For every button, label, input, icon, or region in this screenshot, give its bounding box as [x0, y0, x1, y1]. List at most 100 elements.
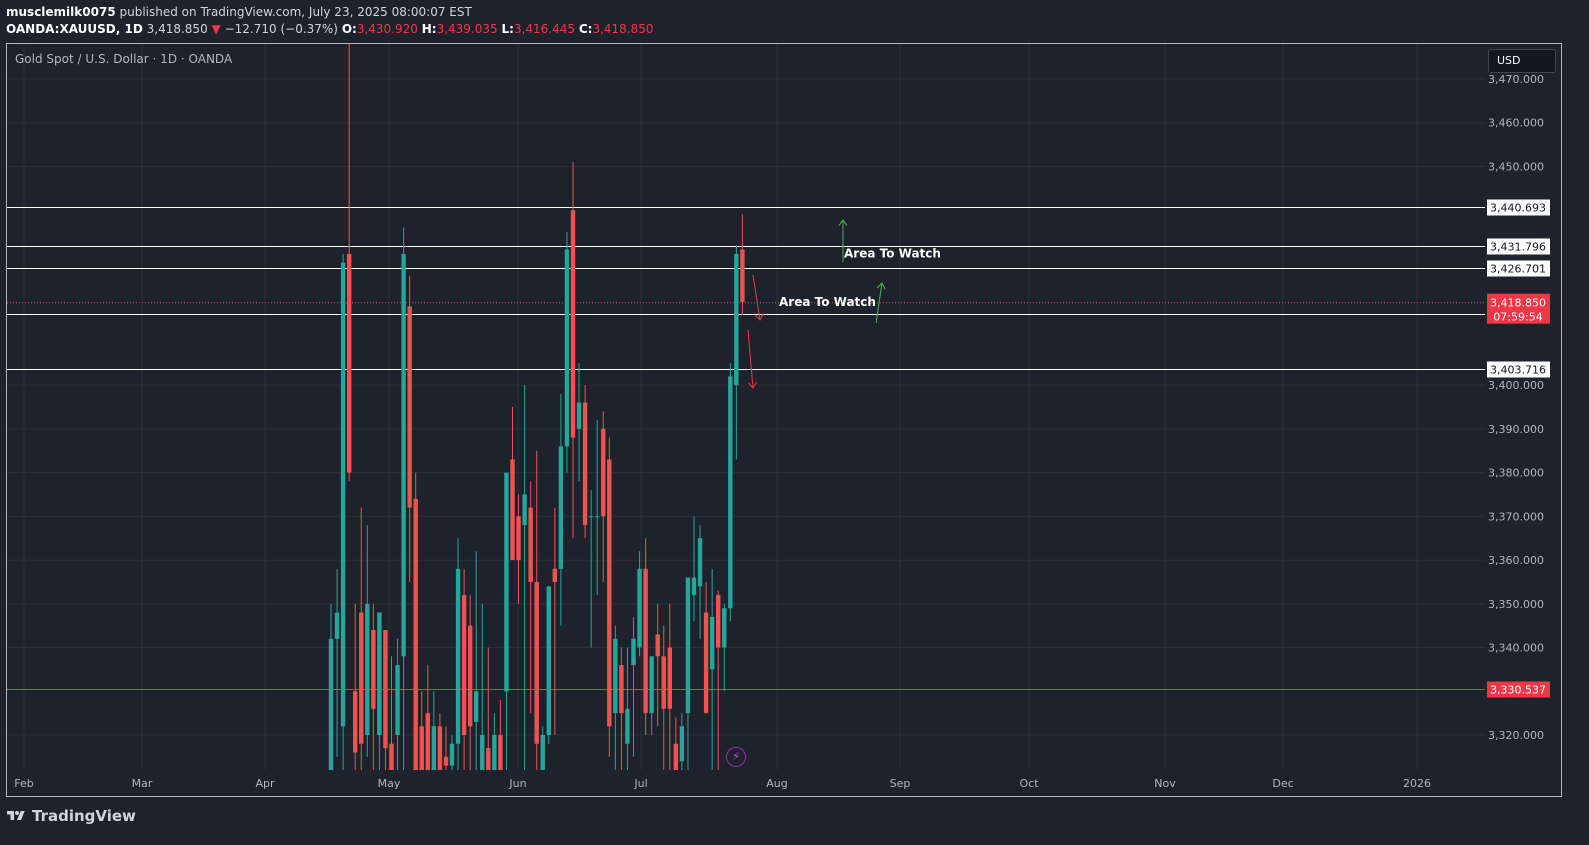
candle [625, 647, 630, 770]
footer-brand: TradingView [32, 807, 136, 825]
candle [588, 490, 594, 648]
publish-line: musclemilk0075 published on TradingView.… [6, 4, 654, 21]
candle [722, 603, 727, 692]
candle [395, 638, 400, 770]
candle [667, 603, 672, 770]
candle [655, 603, 660, 727]
high-value: 3,439.035 [436, 22, 498, 36]
candle-body [552, 568, 558, 582]
candle-body [625, 708, 630, 744]
candle-body [461, 595, 467, 736]
candle [534, 450, 539, 770]
currency-selector[interactable]: USD [1488, 49, 1556, 73]
candle-body [661, 656, 666, 709]
annotation-label: Area To Watch [779, 295, 876, 309]
candle [685, 577, 691, 770]
lightning-icon[interactable]: ⚡ [726, 747, 746, 767]
candle [353, 603, 358, 770]
candle [601, 411, 606, 582]
chart-title: Gold Spot / U.S. Dollar · 1D · OANDA [15, 52, 233, 66]
drawings: Area To Watch Area To Watch [747, 219, 941, 389]
candle-body [667, 647, 672, 709]
level-tag [1487, 260, 1550, 277]
candle [516, 494, 521, 604]
change-arrow-icon: ▼ [211, 22, 221, 36]
candle-body [558, 446, 564, 569]
candle-body [637, 568, 642, 648]
candle-body [474, 691, 479, 722]
close-label: C: [578, 22, 593, 36]
candle-body [722, 608, 727, 648]
candle [371, 603, 376, 770]
candle-body [588, 516, 594, 518]
candle-body [437, 726, 443, 770]
candle [595, 420, 600, 596]
candle-body [413, 498, 418, 770]
x-tick-label: May [378, 777, 401, 790]
candle [467, 595, 473, 770]
candle [504, 472, 509, 770]
arrow-head [754, 313, 764, 321]
candle-body [576, 402, 582, 429]
candle [576, 363, 582, 482]
candle [643, 538, 648, 736]
support-tag [1487, 681, 1550, 698]
candle [697, 525, 703, 639]
candle-body [510, 459, 515, 561]
candle [359, 507, 364, 770]
last-price: 3,418.850 [146, 22, 208, 36]
chart-header: musclemilk0075 published on TradingView.… [6, 4, 654, 38]
arrow-icon [747, 329, 758, 389]
candle-body [546, 586, 551, 736]
x-tick-label: Jun [508, 777, 526, 790]
candle-body [582, 402, 588, 526]
y-tick-label: 3,380.000 [1488, 467, 1544, 480]
arrow-shaft [875, 282, 883, 324]
y-tick-label: 3,450.000 [1488, 160, 1544, 173]
candle [631, 616, 636, 757]
candle [619, 647, 624, 770]
candle [607, 437, 612, 757]
y-tick-label: 3,470.000 [1488, 73, 1544, 86]
x-tick-label: Oct [1019, 777, 1039, 790]
candle [540, 726, 545, 770]
candle [637, 551, 642, 657]
level-tag-label: 3,440.693 [1490, 202, 1546, 215]
close-value: 3,418.850 [592, 22, 654, 36]
candle-body [328, 638, 334, 770]
candle [613, 625, 618, 770]
candle [480, 603, 485, 770]
candle [431, 691, 437, 770]
candle [522, 385, 527, 770]
candle-body [728, 376, 733, 609]
candle [691, 516, 697, 622]
author-name[interactable]: musclemilk0075 [6, 5, 116, 19]
candle-body [595, 516, 600, 518]
candle-body [425, 713, 430, 770]
candle-body [516, 516, 521, 561]
candle-body [455, 568, 461, 744]
x-tick-label: Sep [890, 777, 911, 790]
candle-body [528, 507, 533, 582]
candle-body [601, 428, 606, 517]
candle-body [365, 603, 370, 736]
candle-body [449, 743, 455, 766]
x-tick-label: Aug [766, 777, 787, 790]
price-axis: 3,470.000 3,460.000 3,450.000 3,400.000 3,39… [1487, 73, 1550, 742]
candle-body [740, 249, 745, 303]
tradingview-logo-icon [7, 811, 25, 820]
candle-body [522, 494, 527, 526]
y-tick-label: 3,390.000 [1488, 423, 1544, 436]
y-tick-label: 3,370.000 [1488, 510, 1544, 523]
candle-body [492, 735, 497, 770]
grid-lines [7, 44, 1485, 770]
candle [673, 717, 679, 770]
candle-body [570, 210, 576, 438]
candles [328, 44, 745, 770]
candle-body [377, 612, 382, 736]
arrow-head [876, 282, 886, 290]
candle [401, 227, 406, 770]
candle [413, 472, 418, 770]
arrow-icon [875, 282, 886, 324]
